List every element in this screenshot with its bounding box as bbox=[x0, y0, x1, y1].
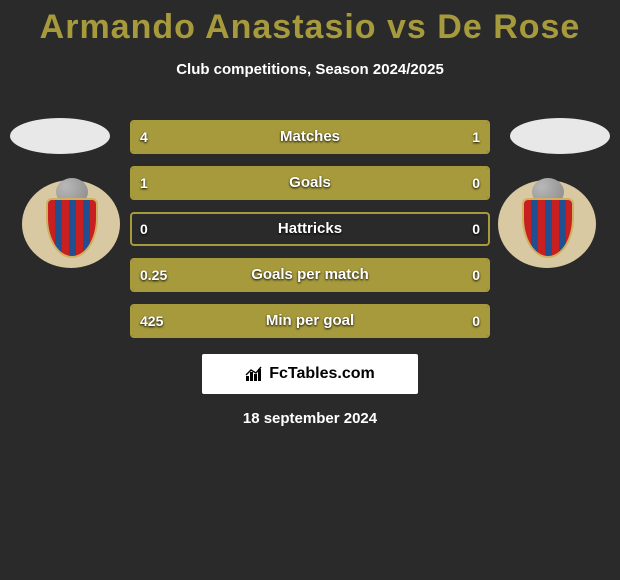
date-text: 18 september 2024 bbox=[0, 410, 620, 427]
stat-row: 0.250Goals per match bbox=[130, 258, 490, 292]
brand-text: FcTables.com bbox=[269, 365, 375, 383]
stat-row: 00Hattricks bbox=[130, 212, 490, 246]
stat-label: Matches bbox=[132, 122, 488, 152]
club-badge-left bbox=[22, 176, 122, 270]
stats-container: 41Matches 10Goals 00Hattricks 0.250Goals pe… bbox=[130, 120, 490, 350]
stat-row: 4250Min per goal bbox=[130, 304, 490, 338]
subtitle: Club competitions, Season 2024/2025 bbox=[0, 61, 620, 78]
player-right-oval bbox=[510, 118, 610, 154]
player-left-oval bbox=[10, 118, 110, 154]
club-badge-right bbox=[498, 176, 598, 270]
page-title: Armando Anastasio vs De Rose bbox=[0, 0, 620, 47]
stat-row: 41Matches bbox=[130, 120, 490, 154]
stat-label: Goals bbox=[132, 168, 488, 198]
stat-label: Hattricks bbox=[132, 214, 488, 244]
stat-label: Goals per match bbox=[132, 260, 488, 290]
bar-chart-icon bbox=[245, 366, 265, 382]
brand-link[interactable]: FcTables.com bbox=[202, 354, 418, 394]
stat-row: 10Goals bbox=[130, 166, 490, 200]
stat-label: Min per goal bbox=[132, 306, 488, 336]
